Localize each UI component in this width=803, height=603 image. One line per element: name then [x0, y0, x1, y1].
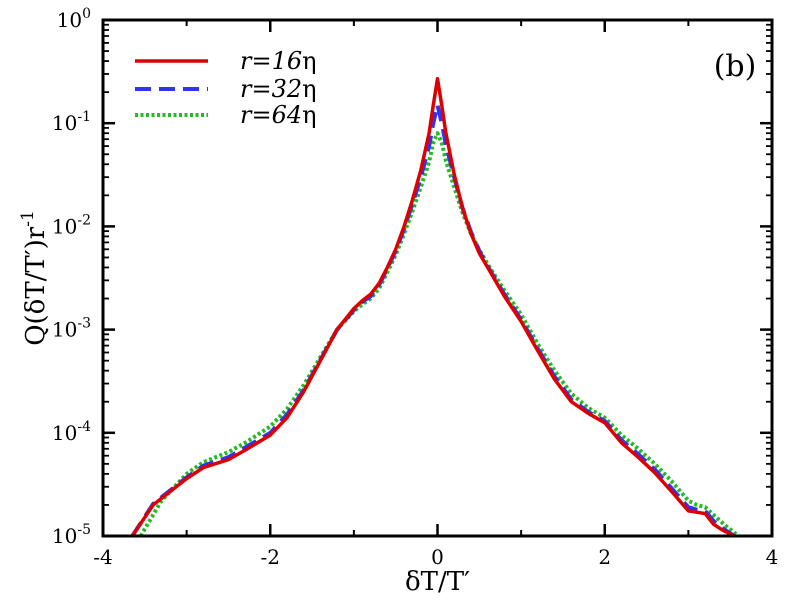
series-line-r-16: [130, 76, 736, 538]
legend-label: r=64η: [240, 101, 317, 129]
y-tick-label: 10-3: [52, 316, 91, 342]
panel-label: (b): [714, 49, 757, 84]
legend-label: r=32η: [240, 75, 317, 103]
x-axis-label: δT/T′: [405, 567, 470, 597]
x-tick-label: 2: [598, 545, 611, 569]
y-tick-label: 10-2: [52, 212, 91, 238]
x-tick-label: 4: [766, 545, 779, 569]
x-tick-label: 0: [431, 545, 444, 569]
y-axis-label: Q(δT/T′)r-1: [18, 210, 51, 346]
x-tick-label: -2: [261, 545, 280, 569]
axis-layer: -4 -2 0 2 4 10-5 10-4 10-3 10-2 10-1 100 δT/T′ Q(δT/…: [18, 6, 778, 597]
legend-label: r=16η: [240, 47, 317, 75]
y-tick-label: 10-5: [52, 522, 91, 548]
x-tick-label: -4: [93, 545, 112, 569]
plot-frame: [101, 18, 774, 538]
series-layer: [130, 76, 740, 538]
y-tick-label: 10-4: [52, 419, 91, 445]
series-line-r-32: [130, 103, 736, 538]
y-tick-label: 10-1: [52, 109, 91, 135]
series-line-r-64: [138, 131, 740, 538]
y-tick-label: 100: [57, 6, 91, 32]
